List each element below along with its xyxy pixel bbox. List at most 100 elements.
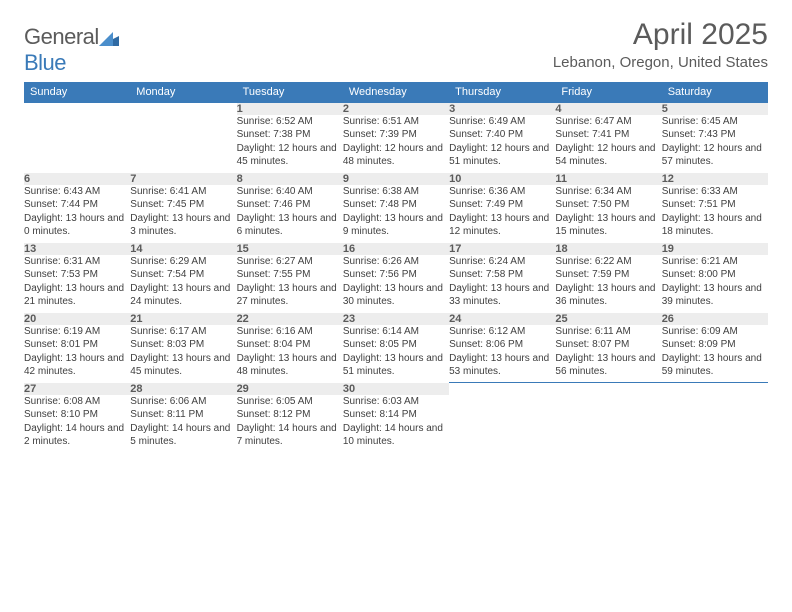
sunset-line: Sunset: 7:51 PM [662,198,768,212]
day-number-row: 20212223242526 [24,313,768,325]
day-number-cell: 26 [662,313,768,325]
header: General Blue April 2025 Lebanon, Oregon,… [24,18,768,76]
sunrise-line: Sunrise: 6:11 AM [555,325,661,339]
weekday-header: Monday [130,82,236,103]
sunrise-line: Sunrise: 6:33 AM [662,185,768,199]
sunset-line: Sunset: 8:11 PM [130,408,236,422]
sunrise-line: Sunrise: 6:52 AM [237,115,343,129]
day-content-cell: Sunrise: 6:21 AMSunset: 8:00 PMDaylight:… [662,255,768,313]
location-subtitle: Lebanon, Oregon, United States [553,54,768,71]
sunset-line: Sunset: 7:40 PM [449,128,555,142]
sunrise-line: Sunrise: 6:19 AM [24,325,130,339]
daylight-line: Daylight: 13 hours and 59 minutes. [662,352,768,379]
day-content-cell: Sunrise: 6:29 AMSunset: 7:54 PMDaylight:… [130,255,236,313]
day-content-cell: Sunrise: 6:09 AMSunset: 8:09 PMDaylight:… [662,325,768,383]
sunset-line: Sunset: 7:53 PM [24,268,130,282]
day-number-cell [130,103,236,115]
sunrise-line: Sunrise: 6:16 AM [237,325,343,339]
day-content-cell: Sunrise: 6:16 AMSunset: 8:04 PMDaylight:… [237,325,343,383]
day-number-cell: 9 [343,173,449,185]
sunrise-line: Sunrise: 6:14 AM [343,325,449,339]
day-number-cell: 8 [237,173,343,185]
sunset-line: Sunset: 7:55 PM [237,268,343,282]
daylight-line: Daylight: 13 hours and 33 minutes. [449,282,555,309]
sunset-line: Sunset: 7:50 PM [555,198,661,212]
day-content-cell: Sunrise: 6:52 AMSunset: 7:38 PMDaylight:… [237,115,343,173]
sunrise-line: Sunrise: 6:17 AM [130,325,236,339]
day-number-cell: 17 [449,243,555,255]
weekday-header: Thursday [449,82,555,103]
day-content-row: Sunrise: 6:19 AMSunset: 8:01 PMDaylight:… [24,325,768,383]
sunrise-line: Sunrise: 6:03 AM [343,395,449,409]
day-number-cell: 25 [555,313,661,325]
daylight-line: Daylight: 12 hours and 48 minutes. [343,142,449,169]
day-content-cell: Sunrise: 6:41 AMSunset: 7:45 PMDaylight:… [130,185,236,243]
day-content-cell: Sunrise: 6:47 AMSunset: 7:41 PMDaylight:… [555,115,661,173]
sunset-line: Sunset: 7:54 PM [130,268,236,282]
daylight-line: Daylight: 14 hours and 2 minutes. [24,422,130,449]
daylight-line: Daylight: 13 hours and 0 minutes. [24,212,130,239]
day-number-cell: 23 [343,313,449,325]
sunrise-line: Sunrise: 6:09 AM [662,325,768,339]
sunrise-line: Sunrise: 6:29 AM [130,255,236,269]
day-number-cell: 30 [343,383,449,395]
sunset-line: Sunset: 8:00 PM [662,268,768,282]
day-number-cell: 16 [343,243,449,255]
sunset-line: Sunset: 7:43 PM [662,128,768,142]
day-content-cell [130,115,236,173]
sunrise-line: Sunrise: 6:51 AM [343,115,449,129]
logo: General Blue [24,18,119,76]
sunrise-line: Sunrise: 6:12 AM [449,325,555,339]
day-content-row: Sunrise: 6:08 AMSunset: 8:10 PMDaylight:… [24,395,768,453]
day-content-cell: Sunrise: 6:34 AMSunset: 7:50 PMDaylight:… [555,185,661,243]
day-content-cell [555,395,661,453]
day-content-cell: Sunrise: 6:06 AMSunset: 8:11 PMDaylight:… [130,395,236,453]
logo-word-a: General [24,24,99,49]
day-number-cell: 3 [449,103,555,115]
day-content-row: Sunrise: 6:52 AMSunset: 7:38 PMDaylight:… [24,115,768,173]
sunrise-line: Sunrise: 6:31 AM [24,255,130,269]
day-number-cell: 12 [662,173,768,185]
sunset-line: Sunset: 8:04 PM [237,338,343,352]
sunrise-line: Sunrise: 6:27 AM [237,255,343,269]
day-number-cell: 20 [24,313,130,325]
sunrise-line: Sunrise: 6:22 AM [555,255,661,269]
sunset-line: Sunset: 7:46 PM [237,198,343,212]
sunset-line: Sunset: 7:56 PM [343,268,449,282]
day-number-cell: 2 [343,103,449,115]
day-number-cell: 18 [555,243,661,255]
day-number-cell: 5 [662,103,768,115]
weekday-header: Saturday [662,82,768,103]
daylight-line: Daylight: 13 hours and 30 minutes. [343,282,449,309]
logo-mark-icon [99,30,119,46]
daylight-line: Daylight: 13 hours and 39 minutes. [662,282,768,309]
daylight-line: Daylight: 13 hours and 42 minutes. [24,352,130,379]
sunset-line: Sunset: 7:59 PM [555,268,661,282]
sunset-line: Sunset: 8:05 PM [343,338,449,352]
day-number-row: 6789101112 [24,173,768,185]
sunset-line: Sunset: 7:41 PM [555,128,661,142]
day-content-cell: Sunrise: 6:40 AMSunset: 7:46 PMDaylight:… [237,185,343,243]
day-content-cell: Sunrise: 6:17 AMSunset: 8:03 PMDaylight:… [130,325,236,383]
sunset-line: Sunset: 7:38 PM [237,128,343,142]
logo-word-b: Blue [24,50,66,75]
sunset-line: Sunset: 7:48 PM [343,198,449,212]
sunset-line: Sunset: 7:39 PM [343,128,449,142]
day-content-cell: Sunrise: 6:03 AMSunset: 8:14 PMDaylight:… [343,395,449,453]
day-content-cell: Sunrise: 6:49 AMSunset: 7:40 PMDaylight:… [449,115,555,173]
day-content-cell: Sunrise: 6:14 AMSunset: 8:05 PMDaylight:… [343,325,449,383]
day-content-row: Sunrise: 6:31 AMSunset: 7:53 PM Daylight:… [24,255,768,313]
daylight-line: Daylight: 13 hours and 27 minutes. [237,282,343,309]
sunrise-line: Sunrise: 6:08 AM [24,395,130,409]
sunrise-line: Sunrise: 6:26 AM [343,255,449,269]
sunrise-line: Sunrise: 6:21 AM [662,255,768,269]
sunset-line: Sunset: 8:12 PM [237,408,343,422]
sunrise-line: Sunrise: 6:45 AM [662,115,768,129]
day-content-cell: Sunrise: 6:43 AMSunset: 7:44 PMDaylight:… [24,185,130,243]
daylight-line: Daylight: 13 hours and 18 minutes. [662,212,768,239]
daylight-line: Daylight: 13 hours and 3 minutes. [130,212,236,239]
sunset-line: Sunset: 8:14 PM [343,408,449,422]
sunrise-line: Sunrise: 6:24 AM [449,255,555,269]
daylight-line: Daylight: 13 hours and 6 minutes. [237,212,343,239]
sunrise-line: Sunrise: 6:43 AM [24,185,130,199]
